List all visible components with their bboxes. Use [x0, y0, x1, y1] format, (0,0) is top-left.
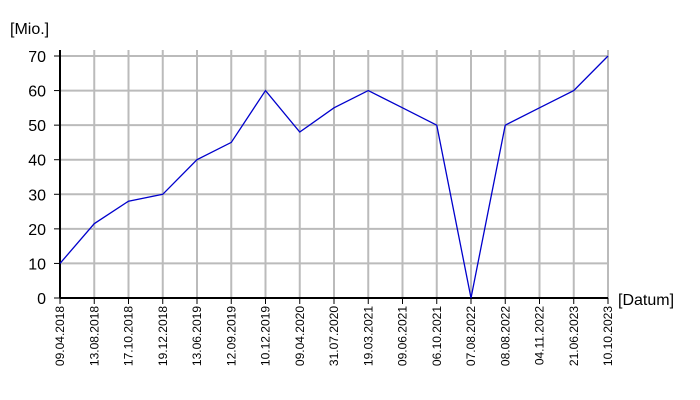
x-tick-label: 12.09.2019 [224, 306, 238, 366]
x-tick-label: 06.10.2021 [430, 306, 444, 366]
y-tick-label: 10 [28, 256, 46, 273]
x-tick-label: 13.06.2019 [190, 306, 204, 366]
y-tick-label: 20 [28, 222, 46, 239]
x-tick-label: 04.11.2022 [533, 306, 547, 365]
x-tick-label: 09.06.2021 [396, 306, 410, 366]
x-tick-label: 19.03.2021 [361, 306, 375, 366]
x-tick-label: 10.10.2023 [601, 306, 615, 366]
y-tick-label: 60 [28, 84, 46, 101]
x-tick-label: 10.12.2019 [259, 306, 273, 366]
y-tick-label: 40 [28, 153, 46, 170]
x-tick-label: 17.10.2018 [122, 306, 136, 366]
x-tick-label: 13.08.2018 [87, 306, 101, 366]
y-tick-label: 70 [28, 49, 46, 66]
x-axis-label: [Datum] [618, 292, 674, 309]
x-tick-label: 09.04.2020 [293, 306, 307, 366]
x-tick-label: 07.08.2022 [464, 306, 478, 366]
y-tick-label: 0 [37, 291, 46, 308]
x-tick-label: 19.12.2018 [156, 306, 170, 366]
x-tick-label: 09.04.2018 [53, 306, 67, 366]
data-line [59, 55, 609, 299]
y-tick-label: 30 [28, 187, 46, 204]
x-tick-label: 21.06.2023 [567, 306, 581, 366]
y-tick-label: 50 [28, 118, 46, 135]
y-axis-label: [Mio.] [10, 21, 49, 38]
x-tick-label: 31.07.2020 [327, 306, 341, 366]
x-tick-label: 08.08.2022 [498, 306, 512, 366]
